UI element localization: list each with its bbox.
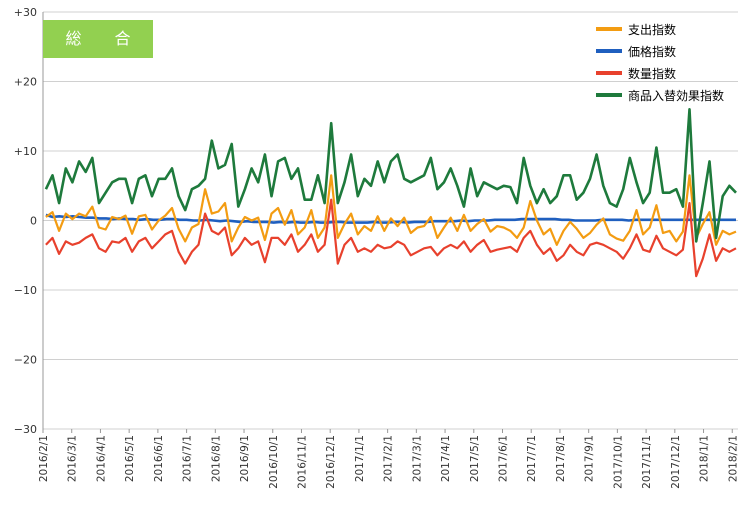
x-tick-label: 2017/1/1 <box>354 435 366 482</box>
x-tick-label: 2017/8/1 <box>555 435 567 482</box>
legend-swatch-price <box>596 49 622 53</box>
y-tick-label: −20 <box>14 354 37 367</box>
x-tick-label: 2016/5/1 <box>124 435 136 482</box>
x-tick-label: 2016/2/1 <box>38 435 50 482</box>
x-tick-label: 2017/12/1 <box>670 435 682 489</box>
x-tick-label: 2016/6/1 <box>153 435 165 482</box>
series-line-3 <box>44 108 737 243</box>
x-tick-label: 2016/11/1 <box>296 435 308 489</box>
legend-item-replacement: 商品入替効果指数 <box>596 84 724 106</box>
x-tick-label: 2016/4/1 <box>95 435 107 482</box>
x-tick-label: 2016/9/1 <box>239 435 251 482</box>
category-badge-label: 総 合 <box>65 29 145 48</box>
y-tick-label: +10 <box>14 145 37 158</box>
x-tick-label: 2016/12/1 <box>325 435 337 489</box>
y-tick-label: +30 <box>14 6 37 19</box>
y-tick-label: −30 <box>14 423 37 436</box>
y-tick-label: +20 <box>14 76 37 89</box>
x-tick-label: 2017/10/1 <box>612 435 624 489</box>
x-tick-label: 2017/7/1 <box>526 435 538 482</box>
y-tick-label: −10 <box>14 284 37 297</box>
x-tick-label: 2018/1/1 <box>699 435 711 482</box>
legend-item-spending: 支出指数 <box>596 18 724 40</box>
legend: 支出指数 価格指数 数量指数 商品入替効果指数 <box>596 18 724 106</box>
legend-label-replacement: 商品入替効果指数 <box>628 88 725 103</box>
axes <box>42 12 733 433</box>
x-tick-label: 2017/2/1 <box>383 435 395 482</box>
x-tick-label: 2017/5/1 <box>469 435 481 482</box>
series-line-0 <box>45 174 737 246</box>
x-tick-label: 2016/10/1 <box>268 435 280 489</box>
x-tick-label: 2017/6/1 <box>498 435 510 482</box>
legend-swatch-replacement <box>596 93 622 97</box>
series-line-2 <box>45 198 737 278</box>
legend-swatch-spending <box>596 27 622 31</box>
x-tick-labels: 2016/2/1 2016/3/1 2016/4/1 2016/5/1 2016/6/1… <box>38 435 739 489</box>
legend-swatch-quantity <box>596 71 622 75</box>
y-tick-labels: +30 +20 +10 0 −10 −20 −30 <box>14 6 37 436</box>
x-tick-label: 2016/3/1 <box>67 435 79 482</box>
x-tick-label: 2016/8/1 <box>210 435 222 482</box>
legend-item-price: 価格指数 <box>596 40 724 62</box>
x-tick-label: 2018/2/1 <box>727 435 739 482</box>
x-tick-label: 2016/7/1 <box>182 435 194 482</box>
y-tick-label: 0 <box>30 215 37 228</box>
x-tick-label: 2017/11/1 <box>641 435 653 489</box>
legend-label-spending: 支出指数 <box>628 22 677 37</box>
legend-label-quantity: 数量指数 <box>628 66 677 81</box>
series-lines <box>44 108 737 278</box>
x-tick-label: 2017/4/1 <box>440 435 452 482</box>
x-tick-label: 2017/3/1 <box>411 435 423 482</box>
legend-item-quantity: 数量指数 <box>596 62 724 84</box>
category-badge: 総 合 <box>43 20 153 58</box>
x-tick-label: 2017/9/1 <box>584 435 596 482</box>
legend-label-price: 価格指数 <box>628 44 677 59</box>
